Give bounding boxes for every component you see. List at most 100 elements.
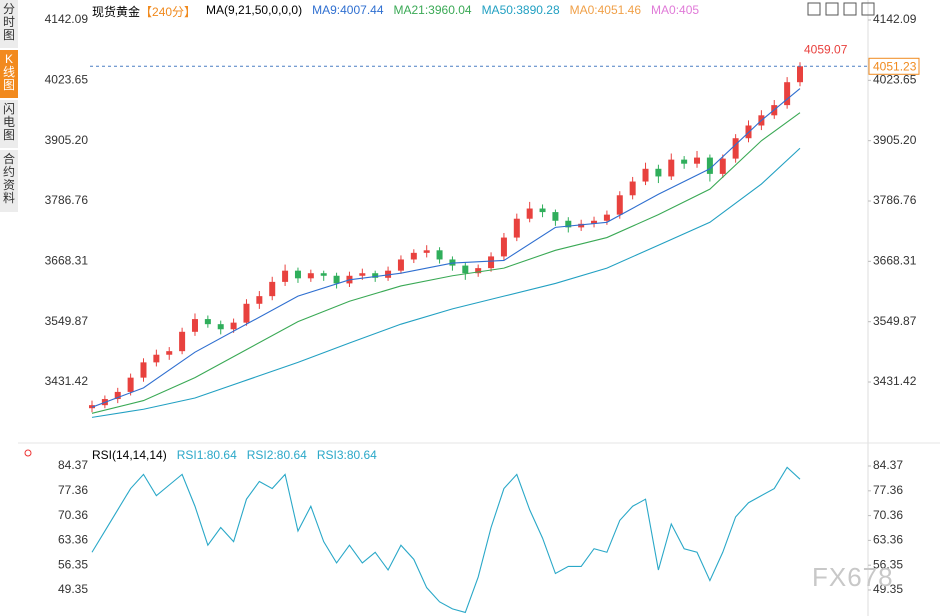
y-tick-label: 70.36: [873, 508, 903, 522]
candle-body: [385, 270, 392, 278]
candle-body: [591, 220, 598, 224]
y-tick-label: 49.35: [873, 582, 903, 596]
candle-body: [655, 168, 662, 177]
candle-body: [642, 168, 649, 182]
candle-body: [294, 270, 301, 279]
candle-body: [616, 195, 623, 215]
y-tick-label: 3549.87: [873, 314, 917, 328]
series-line: [91, 88, 801, 408]
candle-body: [694, 157, 701, 164]
tab[interactable]: 合约资料: [0, 150, 18, 212]
title: 现货黄金: [92, 5, 141, 19]
candle-body: [797, 66, 803, 83]
candle-body: [114, 391, 121, 400]
toolbar-icons[interactable]: [807, 2, 875, 16]
candle-body: [578, 223, 585, 228]
y-tick-label: 63.36: [58, 533, 88, 547]
y-tick-label: 70.36: [58, 508, 88, 522]
tab-active[interactable]: K线图: [0, 50, 18, 98]
candle-body: [475, 268, 482, 274]
candle-body: [397, 259, 404, 271]
legend-entry: MA0:405: [651, 3, 700, 17]
candle-body: [153, 354, 160, 363]
series-line: [91, 466, 801, 614]
legend-entry: RSI1:80.64: [176, 448, 237, 462]
candle-body: [269, 281, 276, 297]
candle-body: [719, 158, 726, 174]
y-tick-label: 3549.87: [45, 314, 89, 328]
candle-body: [565, 220, 572, 228]
legend-entry: MA21:3960.04: [393, 3, 472, 17]
candle-body: [629, 181, 636, 196]
tab[interactable]: 分时图: [0, 0, 18, 48]
y-tick-label: 63.36: [873, 533, 903, 547]
candle-body: [127, 377, 134, 392]
high-label: 4059.07: [804, 42, 848, 56]
y-tick-label: 77.36: [58, 483, 88, 497]
candle-body: [436, 250, 443, 260]
period: 【240分】: [140, 5, 197, 19]
y-tick-label: 4142.09: [873, 12, 917, 26]
candle-body: [217, 324, 224, 330]
y-tick-label: 3431.42: [873, 374, 917, 388]
candle-body: [462, 265, 469, 274]
candle-body: [539, 208, 546, 213]
candle-body: [333, 275, 340, 284]
y-tick-label: 84.37: [873, 458, 903, 472]
candle-body: [513, 218, 520, 238]
candle-body: [243, 303, 250, 323]
candle-body: [423, 250, 430, 253]
candle-body: [706, 157, 713, 174]
legend-entry: RSI2:80.64: [246, 448, 307, 462]
candle-body: [140, 362, 147, 378]
y-tick-label: 56.35: [58, 557, 88, 571]
candle-body: [488, 256, 495, 269]
title: RSI(14,14,14): [92, 448, 167, 462]
y-tick-label: 3786.76: [873, 193, 917, 207]
candle-body: [230, 322, 237, 330]
settings-icon[interactable]: [24, 449, 32, 457]
series-line: [91, 147, 801, 418]
candle-body: [307, 273, 314, 279]
legend-entry: MA9:4007.44: [312, 3, 384, 17]
candle-body: [784, 82, 791, 106]
legend-entry: MA50:3890.28: [481, 3, 560, 17]
candle-body: [500, 237, 507, 257]
last-price-box: [868, 57, 920, 75]
candle-body: [179, 331, 186, 352]
y-tick-label: 3786.76: [45, 193, 89, 207]
candle-body: [204, 319, 211, 325]
candle-body: [256, 296, 263, 304]
legend-entry: MA0:4051.46: [569, 3, 642, 17]
y-tick-label: 84.37: [58, 458, 88, 472]
y-tick-label: 4023.65: [873, 73, 917, 87]
y-tick-label: 49.35: [58, 582, 88, 596]
y-tick-label: 3668.31: [45, 254, 89, 268]
indicator: MA(9,21,50,0,0,0): [206, 3, 303, 17]
y-tick-label: 3431.42: [45, 374, 89, 388]
candle-body: [410, 252, 417, 260]
legend-entry: RSI3:80.64: [316, 448, 377, 462]
candle-body: [603, 214, 610, 221]
series-line: [91, 112, 801, 414]
candle-body: [282, 270, 289, 282]
y-tick-label: 4023.65: [45, 73, 89, 87]
tab[interactable]: 闪电图: [0, 100, 18, 148]
candle-body: [526, 208, 533, 219]
candle-body: [668, 159, 675, 177]
candle-body: [732, 138, 739, 159]
y-tick-label: 4142.09: [45, 12, 89, 26]
candle-body: [320, 273, 327, 276]
last-price-label: 4051.23: [873, 59, 917, 73]
candle-body: [191, 319, 198, 332]
y-tick-label: 77.36: [873, 483, 903, 497]
rsi-legend: RSI(14,14,14) RSI1:80.64 RSI2:80.64 RSI3:8…: [92, 448, 377, 462]
candle-body: [372, 273, 379, 278]
watermark: FX678: [812, 562, 894, 592]
y-tick-label: 3905.20: [873, 133, 917, 147]
y-tick-label: 3668.31: [873, 254, 917, 268]
y-tick-label: 56.35: [873, 557, 903, 571]
price-legend: 现货黄金 【240分】 MA(9,21,50,0,0,0) MA9:4007.4…: [92, 3, 699, 20]
